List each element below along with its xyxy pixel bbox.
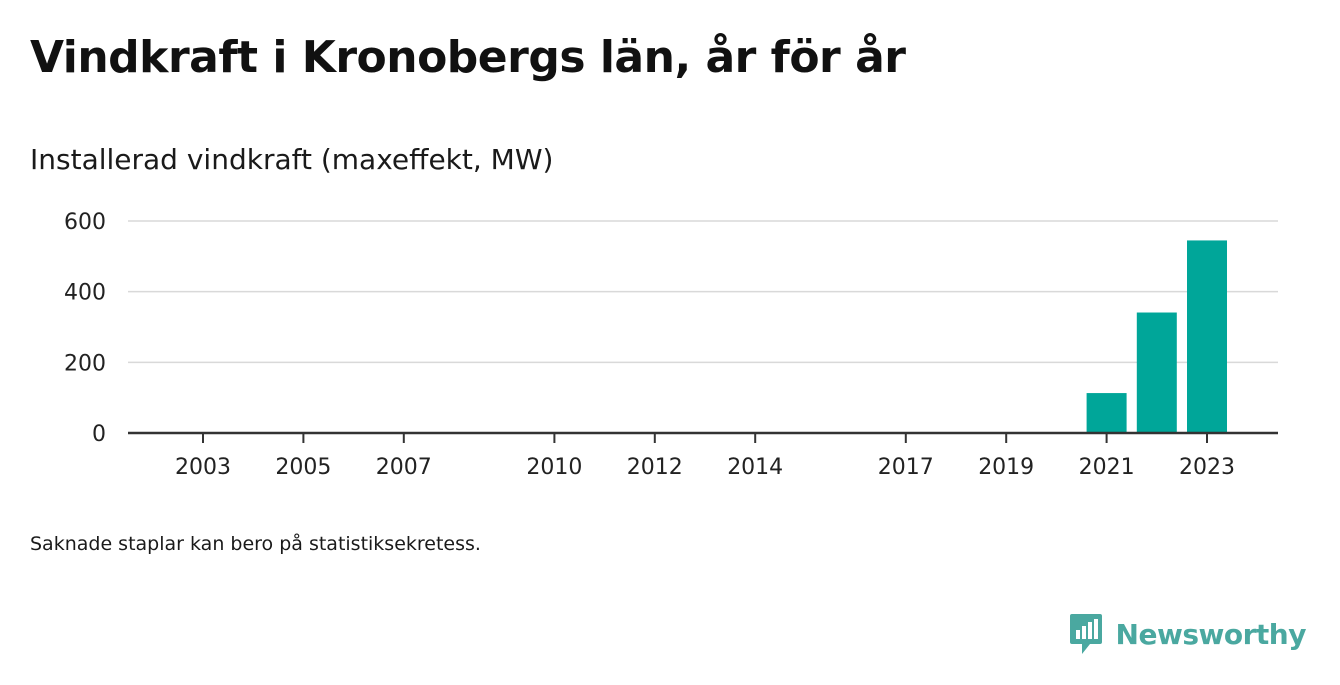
x-tick-label-2023: 2023 [1179,455,1235,480]
x-axis-tick-labels: 2003 2005 2007 2010 2012 2014 2017 2019 2021 2023 [175,455,1235,480]
chart-subtitle: Installerad vindkraft (maxeffekt, MW) [30,143,554,176]
y-tick-label-0: 0 [92,422,106,447]
x-tick-label-2007: 2007 [376,455,432,480]
y-tick-label-400: 400 [64,281,106,306]
y-tick-label-600: 600 [64,210,106,235]
x-tick-label-2019: 2019 [978,455,1034,480]
x-tick-label-2017: 2017 [878,455,934,480]
bar-2023 [1187,240,1227,433]
x-tick-label-2010: 2010 [526,455,582,480]
x-tick-label-2021: 2021 [1079,455,1135,480]
x-axis [128,431,1278,443]
bars [1086,240,1227,433]
gridlines [128,220,1278,364]
y-tick-label-200: 200 [64,351,106,376]
x-tick-label-2003: 2003 [175,455,231,480]
chart-title: Vindkraft i Kronobergs län, år för år [30,32,906,83]
footnote: Saknade staplar kan bero på statistiksek… [30,533,481,555]
brand-logo[interactable]: Newsworthy [1068,612,1307,656]
brand-name: Newsworthy [1115,617,1307,651]
x-tick-label-2005: 2005 [275,455,331,480]
x-tick-label-2014: 2014 [727,455,783,480]
newsworthy-logo-icon [1069,614,1102,654]
bar-2021 [1086,393,1127,433]
bar-2022 [1136,312,1177,433]
x-tick-label-2012: 2012 [627,455,683,480]
y-axis-tick-labels: 0 200 400 600 [64,210,106,447]
